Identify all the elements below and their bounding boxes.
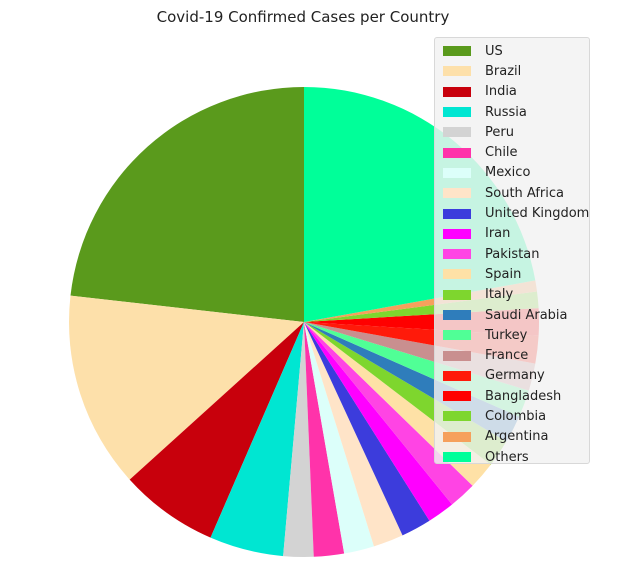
legend-label: Others — [485, 449, 529, 465]
legend-swatch — [443, 86, 471, 97]
legend-swatch — [443, 147, 471, 158]
legend-swatch — [443, 107, 471, 118]
legend-swatch — [443, 66, 471, 77]
legend-label: Turkey — [485, 327, 528, 343]
legend-item: Peru — [435, 122, 589, 142]
legend-swatch — [443, 249, 471, 260]
legend-swatch — [443, 411, 471, 422]
legend-item: Italy — [435, 285, 589, 305]
legend-label: Argentina — [485, 429, 549, 445]
legend-item: Turkey — [435, 325, 589, 345]
legend-swatch — [443, 127, 471, 138]
legend-swatch — [443, 310, 471, 320]
legend-swatch — [443, 452, 471, 463]
legend-swatch — [443, 330, 471, 341]
pie-slice-pakistan — [304, 322, 473, 505]
legend-swatch — [443, 228, 471, 239]
pie-slice-brazil — [69, 295, 304, 480]
legend-item: Spain — [435, 264, 589, 284]
legend-label: Mexico — [485, 165, 531, 181]
legend-label: United Kingdom — [485, 206, 590, 222]
legend-item: Bangladesh — [435, 386, 589, 406]
legend-swatch — [443, 269, 471, 280]
legend-label: Spain — [485, 266, 522, 282]
legend-swatch — [443, 431, 471, 442]
legend-label: Bangladesh — [485, 388, 562, 404]
legend-label: Iran — [485, 226, 511, 242]
pie-slice-south-africa — [304, 322, 403, 547]
legend-label: Peru — [485, 124, 514, 140]
legend-item: Germany — [435, 366, 589, 386]
legend-label: Italy — [485, 287, 514, 303]
legend-item: US — [435, 41, 589, 61]
legend-swatch — [443, 350, 471, 361]
legend-item: Saudi Arabia — [435, 305, 589, 325]
legend-item: United Kingdom — [435, 203, 589, 223]
legend-swatch — [443, 46, 471, 57]
chart-title: Covid-19 Confirmed Cases per Country — [156, 8, 450, 26]
legend-label: Saudi Arabia — [485, 307, 568, 323]
legend-item: Pakistan — [435, 244, 589, 264]
pie-slice-united-kingdom — [304, 322, 430, 536]
legend-item: India — [435, 82, 589, 102]
pie-slice-india — [129, 322, 304, 538]
legend-swatch — [443, 167, 471, 178]
legend-label: France — [485, 348, 529, 364]
pie-slice-iran — [304, 322, 453, 521]
pie-slice-peru — [283, 322, 314, 558]
legend-label: Brazil — [485, 63, 522, 79]
legend-label: Pakistan — [485, 246, 540, 262]
legend-swatch — [443, 188, 471, 199]
legend-swatch — [443, 370, 471, 381]
legend: US Brazil India Russia Peru Chile Mexico South … — [434, 37, 590, 467]
pie-slice-chile — [304, 322, 345, 557]
legend-item: Iran — [435, 224, 589, 244]
legend-item: Brazil — [435, 61, 589, 81]
legend-item: Colombia — [435, 406, 589, 426]
legend-item: Argentina — [435, 427, 589, 447]
legend-swatch — [443, 208, 471, 219]
legend-item: Russia — [435, 102, 589, 122]
legend-label: India — [485, 84, 517, 100]
legend-item: France — [435, 345, 589, 365]
legend-item: Mexico — [435, 163, 589, 183]
legend-label: South Africa — [485, 185, 564, 201]
pie-slice-us — [70, 87, 305, 322]
legend-swatch — [443, 391, 471, 402]
legend-item: Chile — [435, 142, 589, 162]
legend-label: Germany — [485, 368, 545, 384]
pie-slice-russia — [210, 322, 304, 557]
legend-item: Others — [435, 447, 589, 467]
legend-label: Colombia — [485, 408, 547, 424]
legend-label: US — [485, 43, 503, 59]
legend-item: South Africa — [435, 183, 589, 203]
legend-label: Russia — [485, 104, 527, 120]
pie-slice-mexico — [304, 322, 374, 554]
legend-label: Chile — [485, 145, 518, 161]
legend-swatch — [443, 289, 471, 300]
